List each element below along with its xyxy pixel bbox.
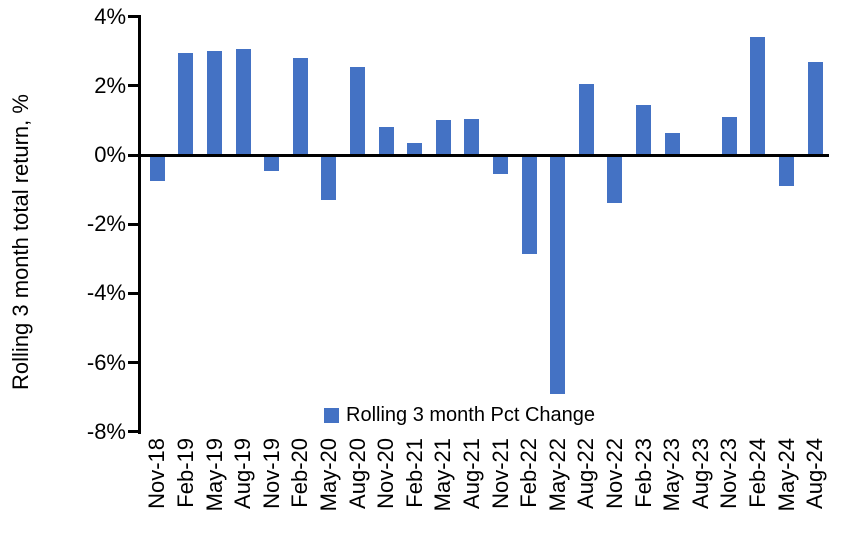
bar-Feb-20	[292, 58, 308, 155]
x-tick-label: Aug-20	[344, 438, 370, 509]
bar-May-22	[550, 155, 566, 394]
bar-Feb-24	[750, 37, 766, 155]
zero-baseline	[138, 153, 829, 157]
x-tick-label: Aug-24	[802, 438, 828, 509]
y-tick-label: -6%	[86, 349, 126, 375]
bar-May-20	[321, 155, 337, 200]
x-tick-label: May-21	[430, 438, 456, 512]
bar-Feb-19	[178, 52, 194, 155]
y-tick-label: -2%	[86, 211, 126, 237]
bar-May-23	[664, 132, 680, 155]
y-tick-mark	[128, 222, 138, 226]
x-tick-label: Aug-22	[573, 438, 599, 509]
bar-Aug-20	[350, 66, 365, 155]
bar-Nov-19	[264, 155, 280, 171]
x-tick-label: Nov-20	[373, 438, 399, 509]
legend: Rolling 3 month Pct Change	[324, 402, 595, 428]
x-tick-label: Aug-23	[687, 438, 713, 509]
x-tick-label: Nov-21	[487, 438, 513, 509]
bar-Feb-22	[521, 155, 537, 254]
x-tick-label: Feb-21	[401, 438, 427, 508]
bar-Aug-22	[578, 84, 594, 155]
x-tick-label: Feb-23	[630, 438, 656, 508]
bar-Aug-24	[807, 61, 823, 155]
bar-Feb-23	[636, 104, 651, 155]
bar-May-24	[779, 155, 794, 187]
x-tick-label: Nov-18	[144, 438, 170, 509]
bar-Nov-18	[149, 155, 165, 181]
y-tick-mark	[128, 15, 138, 19]
bar-May-19	[207, 51, 222, 155]
y-tick-label: 0%	[94, 142, 126, 167]
x-tick-label: Nov-23	[716, 438, 742, 509]
y-axis-title: Rolling 3 month total return, %	[8, 94, 33, 390]
x-tick-label: Feb-20	[287, 438, 313, 508]
y-tick-label: 2%	[94, 72, 126, 98]
bar-Aug-19	[235, 49, 251, 155]
bar-Feb-21	[407, 142, 423, 155]
bar-Nov-22	[607, 155, 623, 204]
x-tick-label: Feb-22	[516, 438, 542, 508]
bar-Nov-20	[378, 127, 394, 155]
y-tick-label: -8%	[86, 418, 126, 444]
y-axis-line	[138, 15, 141, 434]
x-tick-label: Nov-19	[258, 438, 284, 509]
x-tick-label: Feb-19	[172, 438, 198, 508]
bar-Nov-21	[493, 155, 508, 175]
bar-Aug-21	[464, 118, 480, 155]
y-tick-mark	[128, 430, 138, 434]
bar-May-21	[435, 120, 451, 155]
y-tick-mark	[128, 153, 138, 157]
legend-label: Rolling 3 month Pct Change	[346, 403, 596, 426]
y-tick-mark	[128, 84, 138, 88]
x-tick-label: May-20	[315, 438, 341, 512]
x-tick-label: Feb-24	[744, 438, 770, 508]
x-tick-label: May-22	[544, 438, 570, 512]
x-tick-label: May-19	[201, 438, 227, 512]
y-tick-label: -4%	[86, 280, 126, 306]
x-tick-label: May-24	[773, 438, 799, 512]
x-tick-label: Nov-22	[601, 438, 627, 509]
y-tick-label: 4%	[94, 3, 126, 29]
y-tick-mark	[128, 291, 138, 295]
legend-swatch-icon	[324, 407, 339, 423]
x-tick-label: Aug-19	[230, 438, 256, 509]
y-tick-mark	[128, 361, 138, 365]
bar-Nov-23	[721, 116, 737, 155]
x-tick-label: May-23	[659, 438, 685, 512]
x-tick-label: Aug-21	[458, 438, 484, 509]
